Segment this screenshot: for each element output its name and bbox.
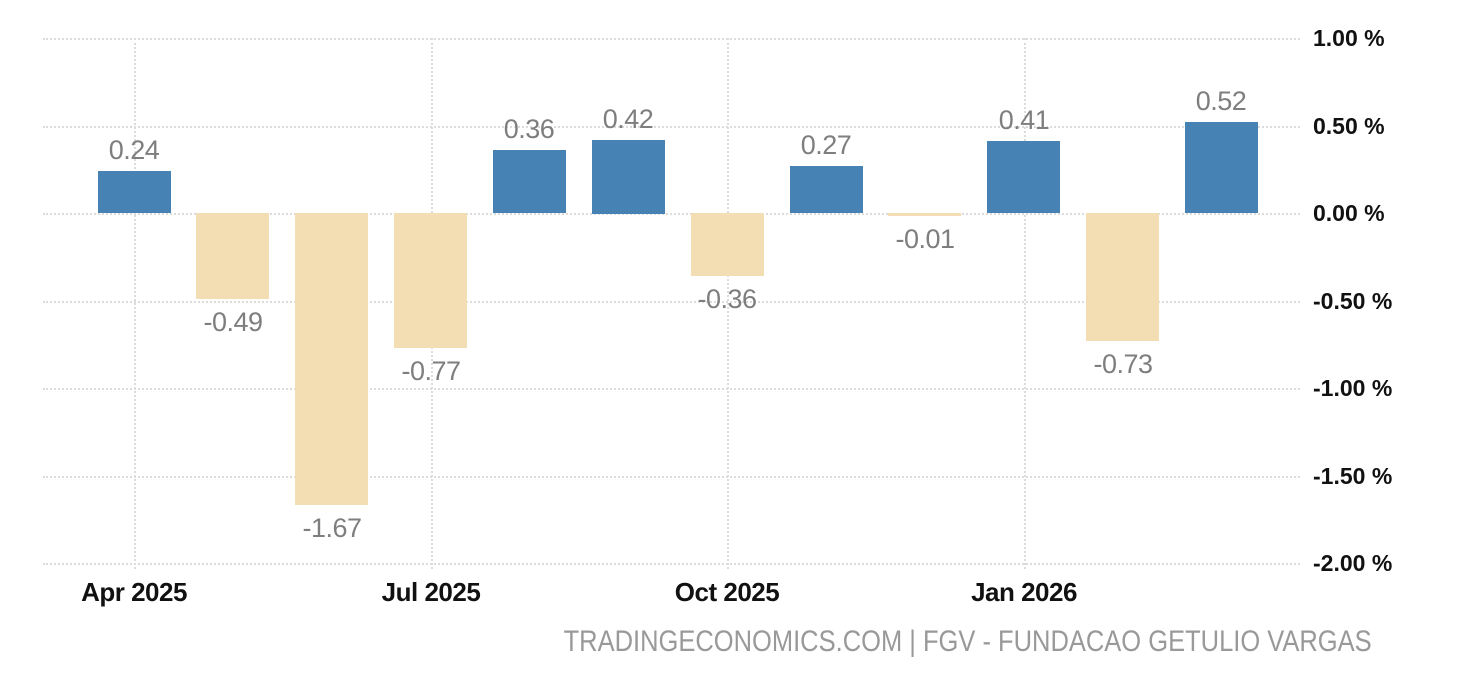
y-gridline [43, 563, 1300, 565]
y-axis-tick-label: -2.00 % [1313, 550, 1393, 576]
bar[interactable] [888, 213, 961, 216]
bar[interactable] [493, 150, 566, 213]
bar-value-label: 0.41 [998, 105, 1050, 135]
y-axis-tick-label: -1.50 % [1313, 463, 1393, 489]
bar-value-label: 0.52 [1195, 86, 1247, 116]
x-gridline [134, 38, 136, 569]
bar-value-label: 0.27 [800, 130, 852, 160]
bar[interactable] [1185, 122, 1258, 213]
y-axis-tick-label: 1.00 % [1313, 25, 1385, 51]
bar[interactable] [987, 141, 1060, 213]
x-axis-tick-label: Oct 2025 [674, 577, 780, 607]
bar-value-label: 0.42 [602, 104, 654, 134]
bar[interactable] [295, 213, 368, 505]
bar-value-label: -1.67 [302, 513, 362, 543]
bar[interactable] [196, 213, 269, 299]
x-axis-tick-label: Jul 2025 [381, 577, 481, 607]
y-axis-tick-label: -0.50 % [1313, 288, 1393, 314]
bar[interactable] [394, 213, 467, 348]
x-axis-tick-label: Jan 2026 [971, 577, 1077, 607]
y-gridline [43, 213, 1300, 215]
bar[interactable] [691, 213, 764, 276]
bar-value-label: -0.49 [203, 307, 263, 337]
y-axis-tick-label: 0.00 % [1313, 200, 1385, 226]
y-gridline [43, 476, 1300, 478]
y-axis-tick-label: -1.00 % [1313, 375, 1393, 401]
bar-value-label: -0.77 [401, 356, 461, 386]
y-gridline [43, 301, 1300, 303]
x-axis-tick-label: Apr 2025 [81, 577, 187, 607]
bar[interactable] [98, 171, 171, 213]
bar-value-label: 0.36 [503, 114, 555, 144]
bar[interactable] [790, 166, 863, 213]
y-axis-tick-label: 0.50 % [1313, 113, 1385, 139]
bar-value-label: 0.24 [108, 135, 160, 165]
bar-value-label: -0.36 [697, 284, 757, 314]
chart-attribution: TRADINGECONOMICS.COM | FGV - FUNDACAO GE… [563, 625, 1372, 658]
y-gridline [43, 38, 1300, 40]
bar[interactable] [592, 140, 665, 214]
bar-value-label: -0.01 [895, 224, 955, 254]
bar-value-label: -0.73 [1093, 349, 1153, 379]
bar[interactable] [1086, 213, 1159, 341]
x-gridline [727, 38, 729, 569]
y-gridline [43, 126, 1300, 128]
x-gridline [1024, 38, 1026, 569]
y-gridline [43, 388, 1300, 390]
